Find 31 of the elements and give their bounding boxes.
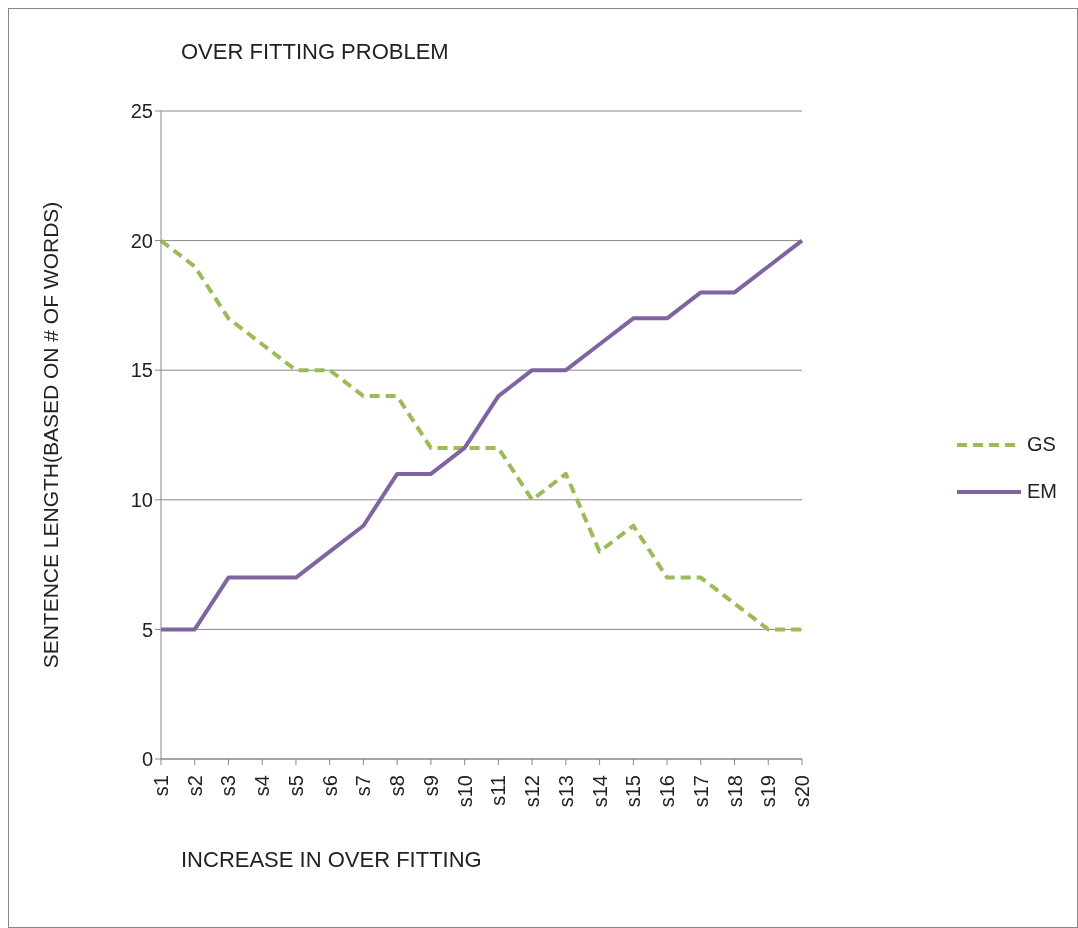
- y-axis-title: SENTENCE LENGTH(BASED ON # OF WORDS): [39, 201, 63, 669]
- x-tick-label: s20: [791, 775, 813, 808]
- x-tick-label: s12: [521, 775, 544, 808]
- x-tick-label: s2: [183, 775, 206, 797]
- x-tick-label: s6: [318, 775, 341, 797]
- x-tick-label: s15: [622, 775, 645, 808]
- y-tick-label: 15: [130, 359, 153, 382]
- x-tick-label: s19: [757, 775, 780, 808]
- x-tick-label: s3: [217, 775, 240, 797]
- y-tick-label: 20: [130, 229, 153, 252]
- x-tick-label: s8: [386, 775, 409, 797]
- y-tick-label: 25: [130, 100, 153, 123]
- x-tick-label: s4: [251, 775, 274, 797]
- x-tick-label: s7: [352, 775, 375, 797]
- chart-title: OVER FITTING PROBLEM: [181, 39, 449, 65]
- x-tick-label: s17: [689, 775, 712, 808]
- x-tick-label: s1: [150, 775, 172, 797]
- x-tick-label: s18: [723, 775, 746, 808]
- x-tick-label: s10: [453, 775, 476, 808]
- x-tick-label: s16: [656, 775, 679, 808]
- x-tick-label: s5: [284, 775, 307, 797]
- legend-label: GS: [1027, 433, 1056, 456]
- legend-label: EM: [1027, 480, 1057, 503]
- x-axis-title: INCREASE IN OVER FITTING: [181, 847, 482, 873]
- x-tick-label: s14: [588, 775, 611, 808]
- x-tick-label: s11: [487, 775, 510, 806]
- y-tick-label: 5: [141, 618, 153, 641]
- y-tick-label: 10: [130, 488, 153, 511]
- y-tick-label: 0: [141, 748, 153, 771]
- x-tick-label: s9: [419, 775, 442, 797]
- x-tick-label: s13: [554, 775, 577, 808]
